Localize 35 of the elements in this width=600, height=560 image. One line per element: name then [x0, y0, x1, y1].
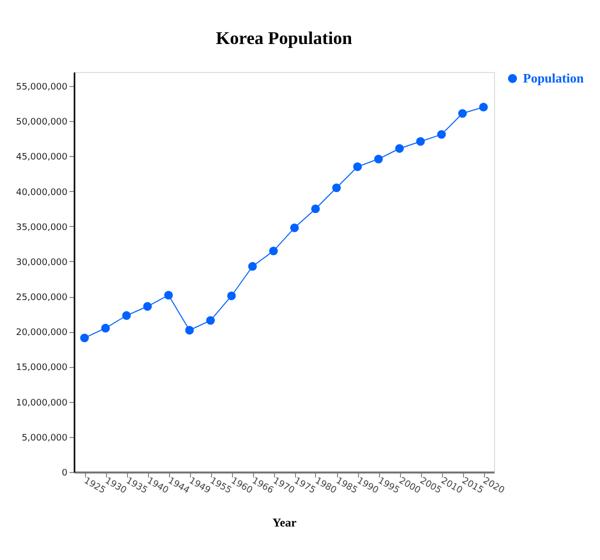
y-tick-label: 35,000,000: [16, 222, 68, 233]
point: [395, 144, 404, 153]
point: [437, 130, 446, 139]
y-tick-label: 25,000,000: [16, 293, 68, 304]
point: [101, 324, 110, 332]
legend-label: Population: [523, 70, 584, 86]
point: [185, 326, 194, 335]
point: [458, 109, 467, 118]
point: [374, 154, 383, 164]
y-tick-label: 50,000,000: [16, 118, 68, 128]
y-tick-label: 10,000,000: [16, 398, 68, 408]
point: [143, 302, 152, 311]
point: [122, 311, 131, 320]
y-tick-label: 15,000,000: [16, 363, 68, 374]
point: [227, 292, 236, 300]
point: [311, 204, 320, 214]
point: [290, 223, 299, 232]
y-tick-label: 45,000,000: [16, 152, 68, 163]
point: [332, 183, 341, 192]
y-tick-label: 40,000,000: [16, 188, 68, 198]
point: [248, 262, 257, 271]
y-tick-label: 55,000,000: [16, 82, 68, 93]
point: [206, 316, 215, 325]
x-axis-title: Year: [272, 515, 298, 530]
y-tick-label: 5,000,000: [22, 433, 68, 444]
point: [416, 137, 425, 146]
point: [80, 334, 89, 342]
y-tick-label: 30,000,000: [16, 258, 68, 268]
point: [353, 162, 362, 172]
y-tick-label: 20,000,000: [16, 328, 68, 338]
point: [479, 102, 488, 112]
point: [164, 290, 173, 300]
chart-title: Korea Population: [216, 28, 352, 48]
point: [269, 246, 278, 256]
y-tick-label: 0: [62, 468, 68, 478]
